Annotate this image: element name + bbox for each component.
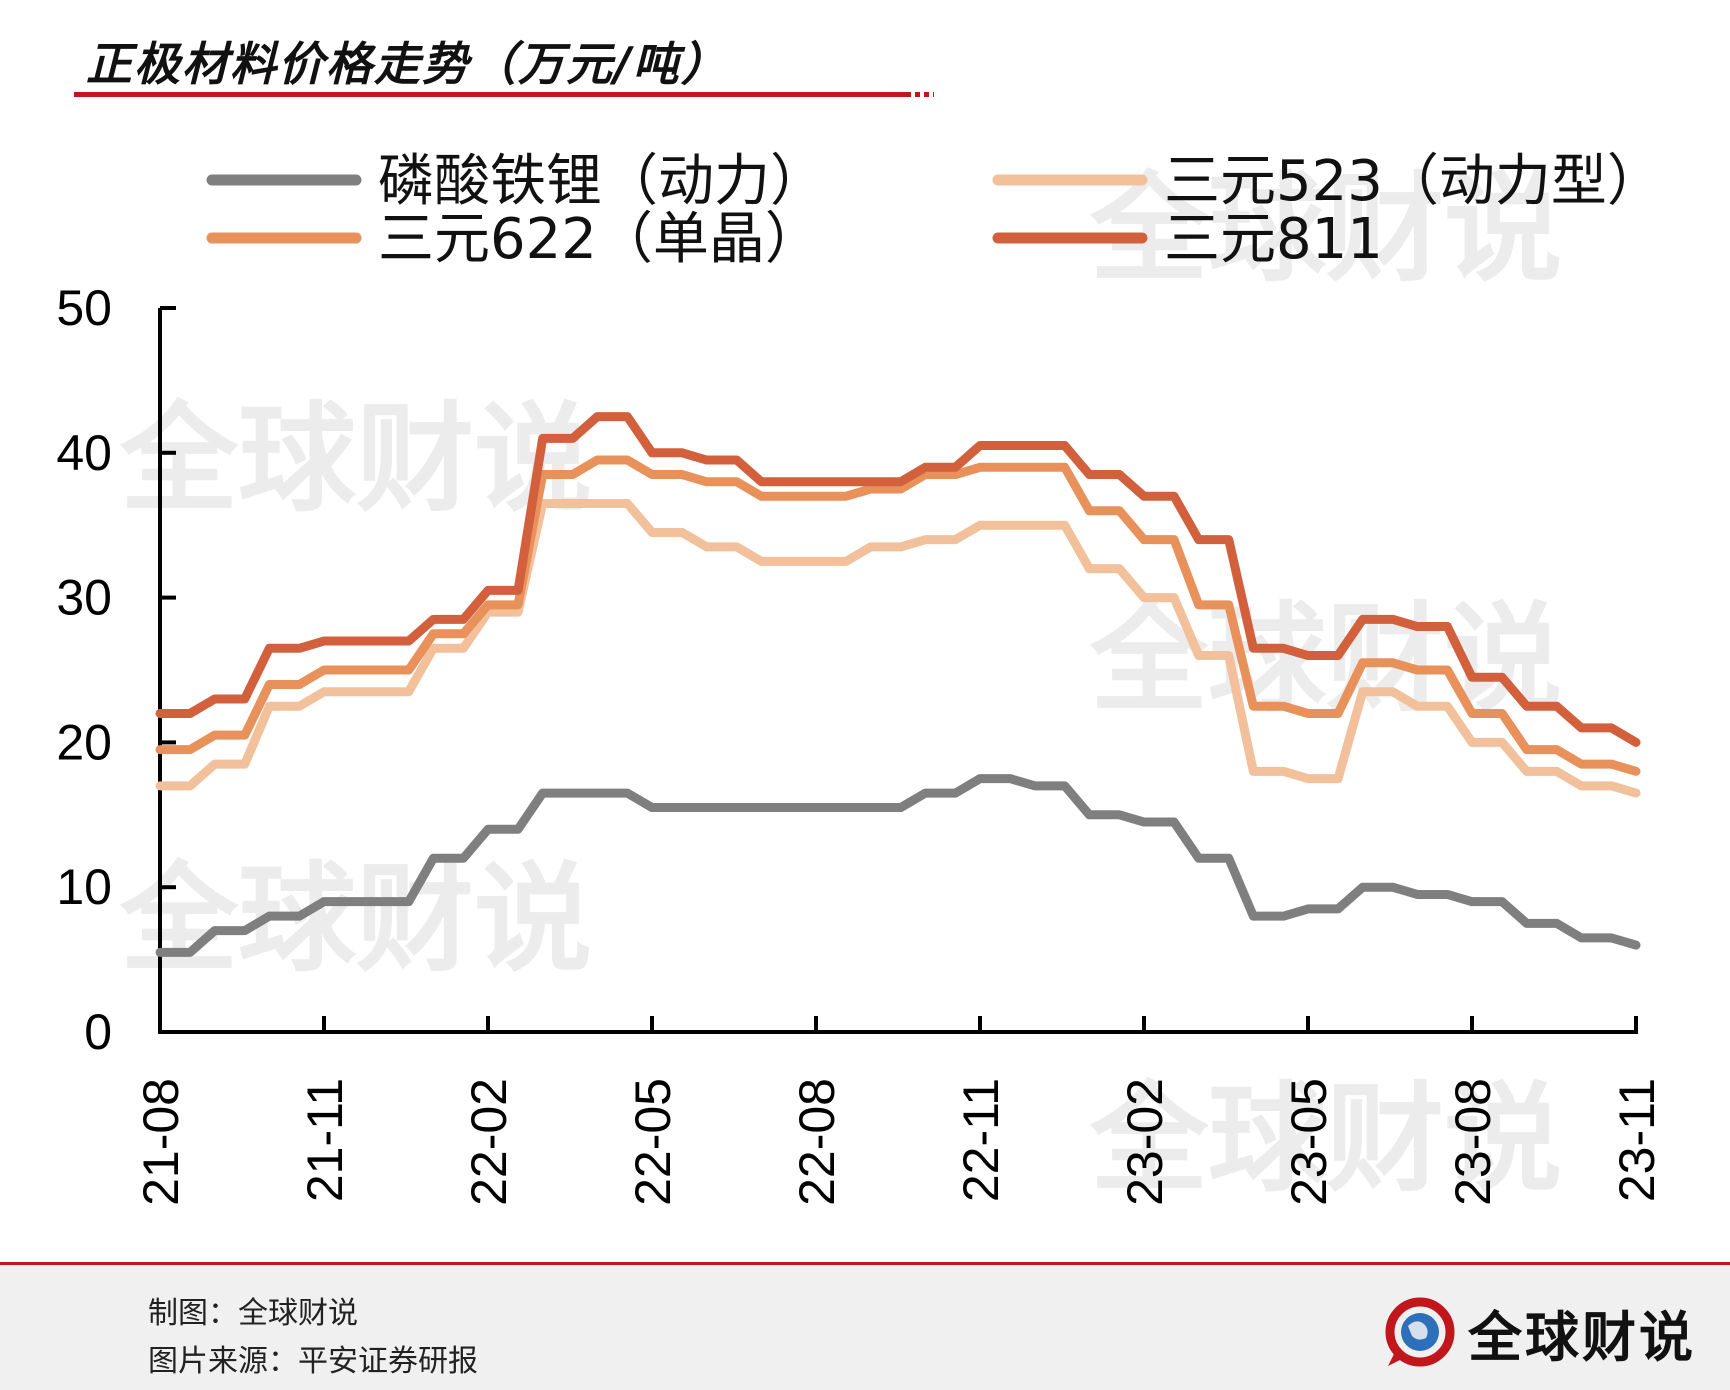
x-tick-label: 22-05 <box>625 1078 681 1206</box>
watermark-text: 全球财说 <box>1089 1070 1562 1208</box>
x-tick-label: 23-05 <box>1281 1078 1337 1206</box>
footer-source-credit: 图片来源：平安证券研报 <box>148 1344 478 1379</box>
y-tick-label: 0 <box>84 1004 112 1060</box>
series-layer <box>155 412 1641 957</box>
series-line <box>155 498 1641 798</box>
x-tick-label: 22-11 <box>953 1078 1009 1202</box>
x-tick-label: 23-02 <box>1117 1078 1173 1206</box>
axes: 0 10 20 30 40 50 21-08 21-11 22-02 22-05 22-08 22-1… <box>56 280 1665 1206</box>
title-underline <box>74 92 906 97</box>
series-line <box>155 774 1641 957</box>
watermark-text: 全球财说 <box>119 390 592 528</box>
series-line <box>155 455 1641 776</box>
x-tick-label: 21-11 <box>297 1078 353 1202</box>
brand-name: 全球财说 <box>1468 1305 1696 1369</box>
y-tick-label: 30 <box>56 570 112 626</box>
x-tick-label: 21-08 <box>133 1078 189 1206</box>
footer-maker-credit: 制图：全球财说 <box>148 1296 358 1331</box>
footer-band <box>0 1262 1730 1390</box>
x-tick-label: 23-08 <box>1445 1078 1501 1206</box>
globe-logo-icon <box>1385 1297 1455 1367</box>
legend: 磷酸铁锂（动力） 三元523（动力型） 三元622（单晶） 三元811 <box>206 149 1663 272</box>
legend-label: 磷酸铁锂（动力） <box>378 149 826 214</box>
x-tick-label: 22-08 <box>789 1078 845 1206</box>
legend-label: 三元523（动力型） <box>1164 149 1663 214</box>
legend-label: 三元811 <box>1164 207 1383 272</box>
watermark-text: 全球财说 <box>119 850 592 988</box>
x-tick-label: 22-02 <box>461 1078 517 1206</box>
chart-title: 正极材料价格走势（万元/吨） <box>86 37 729 91</box>
brand: 全球财说 <box>1384 1294 1696 1370</box>
y-tick-label: 10 <box>56 859 112 915</box>
y-tick-label: 40 <box>56 425 112 481</box>
title-underline-dots <box>906 92 934 97</box>
x-tick-label: 23-11 <box>1609 1078 1665 1202</box>
y-tick-label: 20 <box>56 714 112 770</box>
footer-rule <box>0 1262 1730 1265</box>
series-line <box>155 412 1641 747</box>
watermark-text: 全球财说 <box>1089 160 1562 298</box>
legend-label: 三元622（单晶） <box>378 207 821 272</box>
y-tick-label: 50 <box>56 280 112 336</box>
